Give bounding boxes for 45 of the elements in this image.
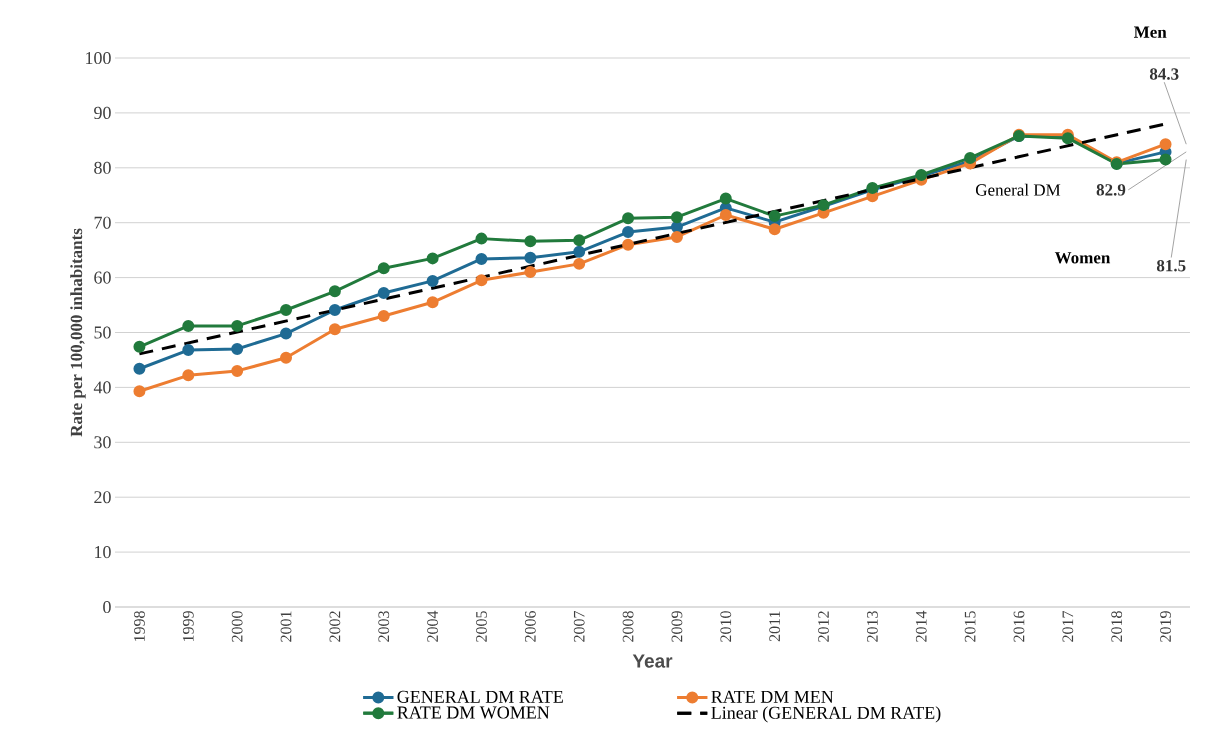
x-tick-label: 2011 (769, 611, 781, 642)
x-tick-label: 2004 (427, 610, 439, 642)
x-tick-label: 2008 (622, 611, 634, 642)
x-tick-label: 2006 (524, 610, 536, 642)
y-axis-title: Rate per 100,000 inhabitants (70, 228, 86, 437)
y-tick-label: 10 (95, 546, 111, 559)
x-tick-label: 1998 (134, 611, 145, 642)
y-tick-label: 30 (94, 436, 111, 449)
y-tick-label: 0 (103, 600, 111, 614)
x-tick-label: 1999 (182, 611, 194, 642)
x-tick-label: 2000 (231, 611, 243, 642)
x-axis-title: Year (632, 654, 673, 668)
y-tick-label: 90 (94, 106, 111, 119)
x-tick-label: 2012 (818, 611, 829, 642)
y-tick-label: 100 (86, 51, 111, 65)
legend-label: RATE DM WOMEN (397, 706, 550, 719)
annotation: 82.9 (1096, 184, 1126, 196)
x-tick-label: 2003 (378, 611, 390, 642)
x-tick-label: 2007 (573, 610, 585, 642)
x-tick-label: 2019 (1160, 611, 1171, 642)
x-tick-label: 2018 (1111, 611, 1123, 642)
x-tick-label: 2017 (1062, 610, 1074, 642)
annotation: General DM (975, 183, 1061, 196)
y-tick-label: 40 (93, 381, 111, 394)
legend-label: GENERAL DM RATE (397, 690, 563, 703)
x-tick-label: 2016 (1013, 610, 1025, 642)
x-tick-label: 2001 (280, 611, 292, 642)
x-tick-label: 2015 (964, 611, 976, 642)
annotation: 81.5 (1156, 259, 1186, 272)
x-tick-label: 2009 (671, 611, 683, 642)
annotation: Women (1054, 252, 1111, 264)
x-tick-label: 2002 (329, 611, 341, 642)
y-tick-label: 20 (94, 491, 111, 504)
x-tick-label: 2005 (476, 611, 487, 642)
y-tick-label: 70 (94, 216, 111, 229)
y-tick-label: 80 (94, 161, 111, 174)
y-tick-label: 60 (94, 271, 111, 284)
y-tick-label: 50 (94, 326, 111, 339)
x-tick-label: 2014 (915, 610, 927, 642)
annotation: 84.3 (1149, 68, 1179, 80)
legend-label: Linear (GENERAL DM RATE) (711, 706, 941, 723)
text: Men (1133, 26, 1167, 38)
x-tick-label: 2010 (720, 611, 732, 642)
x-tick-label: 2013 (866, 611, 878, 642)
legend-label: RATE DM MEN (711, 690, 834, 703)
